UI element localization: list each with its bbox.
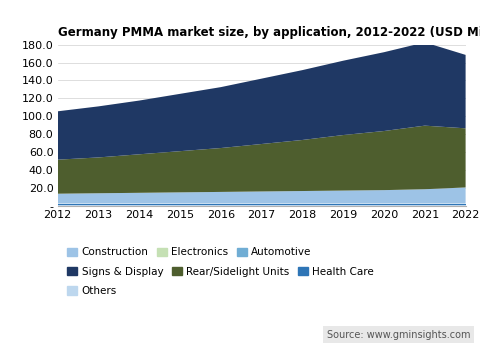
Text: Germany PMMA market size, by application, 2012-2022 (USD Million): Germany PMMA market size, by application… [58, 26, 480, 39]
Text: Source: www.gminsights.com: Source: www.gminsights.com [327, 330, 470, 340]
Legend: Others: Others [63, 282, 121, 300]
